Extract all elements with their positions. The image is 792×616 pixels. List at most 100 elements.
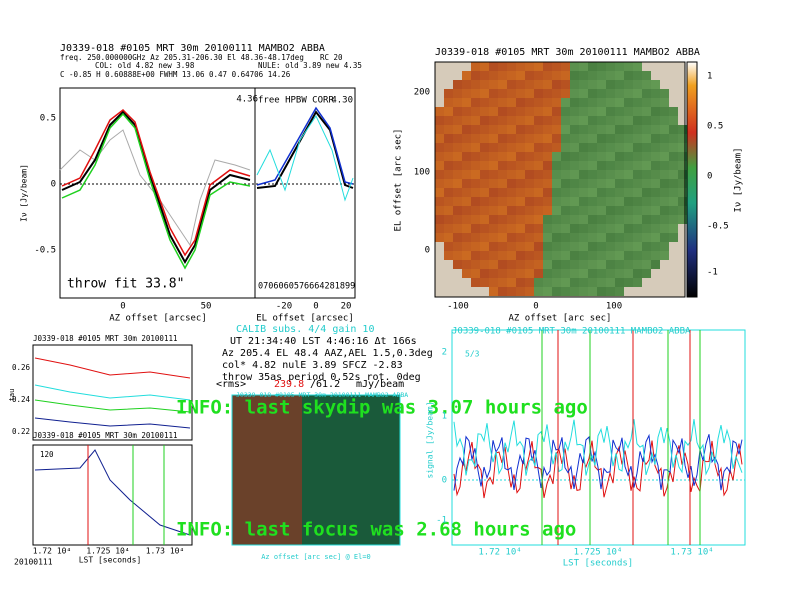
map-cell <box>579 71 588 80</box>
map-cell <box>651 152 660 161</box>
map-cell <box>471 224 480 233</box>
map-cell <box>552 170 561 179</box>
map-cell <box>498 179 507 188</box>
map-cell <box>471 125 480 134</box>
map-cell <box>534 71 543 80</box>
map-cell <box>480 188 489 197</box>
map-cell <box>543 152 552 161</box>
map-cell <box>561 287 570 296</box>
map-cell <box>552 89 561 98</box>
map-cell <box>588 251 597 260</box>
map-cell <box>624 134 633 143</box>
map-cell <box>453 107 462 116</box>
map-cell <box>570 71 579 80</box>
map-cell <box>444 233 453 242</box>
map-cell <box>588 197 597 206</box>
map-cell <box>588 260 597 269</box>
x-tick-label: 1.73 10⁴ <box>146 547 185 556</box>
map-cell <box>480 179 489 188</box>
annotation: 4.30 <box>331 96 353 106</box>
map-cell <box>507 233 516 242</box>
map-cell <box>507 161 516 170</box>
map-cell <box>579 233 588 242</box>
el-fit-blue <box>256 106 354 186</box>
map-cell <box>525 224 534 233</box>
map-cell <box>444 152 453 161</box>
map-cell <box>615 206 624 215</box>
map-cell <box>570 116 579 125</box>
map-cell <box>615 278 624 287</box>
axis-title: EL offset [arc sec] <box>394 129 404 232</box>
map-cell <box>453 125 462 134</box>
map-cell <box>597 143 606 152</box>
map-cell <box>435 161 444 170</box>
map-cell <box>552 287 561 296</box>
map-cell <box>453 134 462 143</box>
map-cell <box>642 98 651 107</box>
map-cell <box>597 242 606 251</box>
map-cell <box>480 242 489 251</box>
axis-title: LST [seconds] <box>563 559 633 569</box>
map-cell <box>534 134 543 143</box>
map-cell <box>579 224 588 233</box>
map-cell <box>624 152 633 161</box>
map-cell <box>489 287 498 296</box>
map-cell <box>444 116 453 125</box>
map-cell <box>633 251 642 260</box>
map-cell <box>471 98 480 107</box>
map-cell <box>678 188 687 197</box>
map-cell <box>480 170 489 179</box>
map-cell <box>507 206 516 215</box>
map-cell <box>678 143 687 152</box>
map-cell <box>651 89 660 98</box>
map-cell <box>606 251 615 260</box>
header-line: C -0.85 H 0.60888E+00 FWHM 13.06 0.47 0.… <box>60 70 291 79</box>
map-cell <box>525 89 534 98</box>
signal-frame <box>451 329 746 546</box>
map-cell <box>633 233 642 242</box>
map-cell <box>480 116 489 125</box>
map-cell <box>642 89 651 98</box>
map-cell <box>525 125 534 134</box>
lst-blue <box>34 449 191 536</box>
map-cell <box>471 233 480 242</box>
map-cell <box>525 170 534 179</box>
header-line: RC 20 <box>320 53 343 62</box>
map-cell <box>480 152 489 161</box>
map-cell <box>507 188 516 197</box>
map-cell <box>678 134 687 143</box>
map-cell <box>642 116 651 125</box>
map-cell <box>489 62 498 71</box>
map-cell <box>669 197 678 206</box>
map-cell <box>597 233 606 242</box>
map-cell <box>444 98 453 107</box>
map-cell <box>489 206 498 215</box>
tau-frame <box>32 344 193 441</box>
map-cell <box>642 143 651 152</box>
status-line: mJy/beam <box>356 379 404 390</box>
map-cell <box>633 107 642 116</box>
map-cell <box>471 89 480 98</box>
map-cell <box>633 197 642 206</box>
map-cell <box>471 179 480 188</box>
map-cell <box>642 179 651 188</box>
map-cell <box>435 134 444 143</box>
map-cell <box>633 116 642 125</box>
map-cell <box>615 116 624 125</box>
map-cell <box>579 116 588 125</box>
map-cell <box>498 98 507 107</box>
map-cell <box>669 143 678 152</box>
map-cell <box>534 242 543 251</box>
map-cell <box>660 161 669 170</box>
map-cell <box>651 251 660 260</box>
map-cell <box>543 89 552 98</box>
map-cell <box>435 179 444 188</box>
map-cell <box>651 116 660 125</box>
map-cell <box>471 80 480 89</box>
map-cell <box>579 260 588 269</box>
map-cell <box>471 134 480 143</box>
map-cell <box>660 107 669 116</box>
annotation: free HPBW CORR <box>258 96 334 106</box>
x-tick-label: 1.72 10⁴ <box>33 547 72 556</box>
map-cell <box>624 251 633 260</box>
